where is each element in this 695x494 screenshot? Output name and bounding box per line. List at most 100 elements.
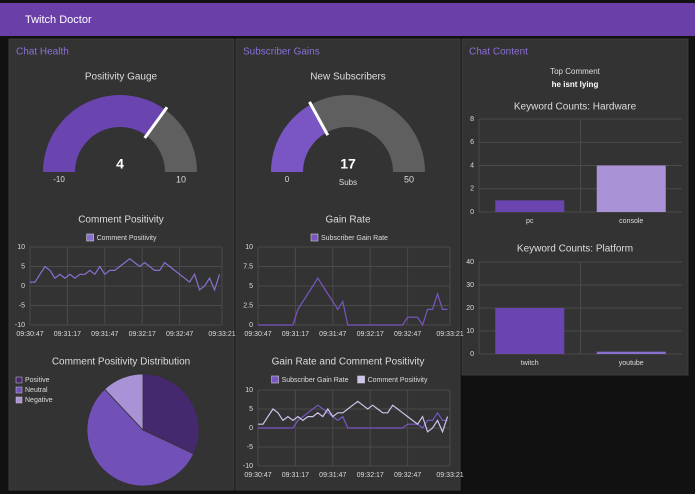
gauge-max: 10 [176,174,186,184]
y-tick-label: -10 [15,322,25,329]
y-tick-label: 4 [470,162,474,169]
gauge-needle [308,101,330,136]
legend-label: Positive [25,377,50,384]
bar [596,351,666,354]
legend-swatch [15,396,23,404]
y-tick-label: 10 [245,387,253,394]
chart-title: Keyword Counts: Hardware [514,102,637,113]
x-tick-label: 09:31:17 [282,472,309,479]
x-tick-label: youtube [619,360,644,367]
x-tick-label: 09:31:47 [91,331,118,338]
y-tick-label: 10 [245,244,253,251]
x-tick-label: pc [526,218,534,225]
legend-label: Comment Positivity [97,235,157,242]
x-tick-label: 09:33:21 [436,472,463,479]
x-tick-label: 09:30:47 [244,472,271,479]
legend-label: Subscriber Gain Rate [321,235,388,242]
x-tick-label: 09:32:17 [357,331,384,338]
y-tick-label: 0 [249,425,253,432]
chart-title: Comment Positivity Distribution [52,357,190,368]
legend-swatch [271,375,279,384]
x-tick-label: 09:32:17 [357,472,384,479]
x-tick-label: 09:31:17 [54,331,81,338]
x-tick-label: 09:30:47 [244,331,271,338]
x-tick-label: twitch [521,360,539,367]
x-tick-label: 09:32:47 [166,331,193,338]
y-tick-label: 5 [249,406,253,413]
data-line [258,277,448,327]
gauge-needle [143,106,169,139]
gauge-value-arc [271,104,327,172]
y-tick-label: 0 [21,283,25,290]
bar [495,200,565,212]
x-tick-label: 09:31:47 [319,331,346,338]
x-tick-label: 09:33:21 [208,331,235,338]
panel-title: Chat Content [469,47,528,58]
y-tick-label: 40 [466,259,474,266]
panel-title: Chat Health [16,47,69,58]
gauge-min: -10 [53,175,65,184]
y-tick-label: 0 [470,209,474,216]
chart-title: Gain Rate and Comment Positivity [272,357,425,368]
legend-swatch [15,386,23,394]
chart-title: New Subscribers [310,72,386,83]
gauge-max: 50 [404,174,414,184]
x-tick-label: 09:31:17 [282,331,309,338]
y-tick-label: 0 [470,351,474,358]
data-line [258,400,449,434]
top-comment-label: Top Comment [550,67,601,76]
legend-label: Subscriber Gain Rate [282,377,349,384]
legend-swatch [310,233,319,242]
y-tick-label: 30 [466,282,474,289]
y-tick-label: 2 [470,186,474,193]
y-tick-label: -5 [19,302,25,309]
x-tick-label: 09:32:47 [394,331,421,338]
bar [495,308,565,354]
gauge-track [146,109,197,172]
y-tick-label: 5 [249,283,253,290]
gauge-min: 0 [285,175,290,184]
chart-title: Positivity Gauge [85,72,158,83]
y-tick-label: 6 [470,139,474,146]
header-bar [0,3,695,36]
bar [596,165,666,212]
x-tick-label: 09:32:47 [394,472,421,479]
chart-title: Keyword Counts: Platform [517,244,633,255]
gauge-value: 4 [116,156,124,172]
gauge-units: Subs [339,178,357,187]
pie-slice [142,373,200,455]
gauge-value-arc [43,95,166,172]
top-comment-text: he isnt lying [552,80,599,89]
y-tick-label: 2.5 [243,302,253,309]
x-tick-label: 09:30:47 [16,331,43,338]
chart-title: Comment Positivity [78,215,164,226]
data-line [258,404,448,429]
y-tick-label: -10 [243,463,253,470]
panel-title: Subscriber Gains [243,47,320,58]
legend-swatch [86,233,94,242]
legend-label: Negative [25,397,53,404]
data-line [30,257,221,292]
legend-label: Comment Positivity [368,377,428,384]
x-tick-label: console [619,218,643,225]
y-tick-label: 0 [249,322,253,329]
y-tick-label: 5 [21,263,25,270]
y-tick-label: 7.5 [243,263,253,270]
legend-swatch [15,376,23,384]
y-tick-label: -5 [247,444,253,451]
y-tick-label: 10 [466,328,474,335]
y-tick-label: 8 [470,116,474,123]
legend-label: Neutral [25,387,48,394]
pie-slice [86,388,195,487]
gauge-value: 17 [340,156,356,172]
gauge-track [310,94,425,172]
pie-slice [104,373,144,432]
legend-swatch [357,375,365,384]
header-title: Twitch Doctor [25,14,92,26]
x-tick-label: 09:33:21 [436,331,463,338]
x-tick-label: 09:32:17 [129,331,156,338]
x-tick-label: 09:31:47 [319,472,346,479]
y-tick-label: 10 [17,244,25,251]
y-tick-label: 20 [466,305,474,312]
